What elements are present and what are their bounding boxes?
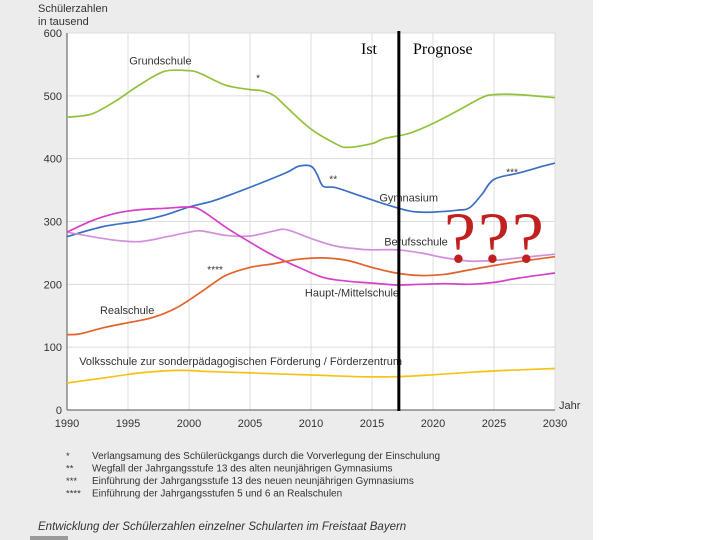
- x-tick-label: 1995: [116, 418, 140, 430]
- chart-subtitle: in tausend: [38, 16, 89, 28]
- series-label-0: Grundschule: [129, 55, 191, 67]
- annotation-mark-2: ***: [506, 168, 518, 179]
- series-label-4: Realschule: [100, 305, 154, 317]
- footnote-text-2: Einführung der Jahrgangsstufe 13 des neu…: [92, 476, 414, 487]
- annotation-mark-3: ****: [207, 265, 223, 276]
- y-tick-label: 600: [44, 28, 62, 40]
- bottom-strip: [30, 536, 68, 540]
- y-tick-label: 400: [44, 154, 62, 166]
- footnote-mark-0: *: [66, 451, 70, 462]
- series-line-4: [66, 255, 556, 336]
- chart-title: Schülerzahlen: [38, 3, 108, 15]
- x-tick-label: 2030: [543, 418, 567, 430]
- x-axis-label: Jahr: [559, 400, 581, 412]
- series-label-2: Berufsschule: [384, 236, 448, 248]
- footnote-text-1: Wegfall der Jahrgangsstufe 13 des alten …: [92, 464, 393, 475]
- student-numbers-chart: 0 100 200 300 400 500 600 1990 1995 2000 2005 2010 2…: [38, 3, 581, 533]
- series-label-3: Haupt-/Mittelschule: [305, 287, 399, 299]
- footnote-mark-3: ****: [66, 489, 81, 500]
- y-tick-label: 200: [44, 279, 62, 291]
- footnote-text-3: Einführung der Jahrgangsstufen 5 und 6 a…: [92, 489, 342, 500]
- footnote-mark-2: ***: [66, 476, 77, 487]
- prognose-label: Prognose: [413, 41, 473, 58]
- x-tick-label: 2010: [299, 418, 323, 430]
- y-tick-label: 300: [44, 217, 62, 229]
- series-label-1: Gymnasium: [379, 192, 438, 204]
- footnote-mark-1: **: [66, 464, 74, 475]
- series-line-2: [66, 228, 556, 263]
- y-tick-label: 100: [44, 342, 62, 354]
- x-tick-label: 1990: [55, 418, 79, 430]
- series-line-0: [66, 69, 556, 149]
- ist-label: Ist: [361, 41, 378, 58]
- x-tick-label: 2015: [360, 418, 384, 430]
- x-tick-label: 2005: [238, 418, 262, 430]
- chart-caption: Entwicklung der Schülerzahlen einzelner …: [38, 521, 406, 533]
- annotation-mark-1: **: [329, 175, 337, 186]
- series-line-3: [66, 206, 556, 286]
- footnote-text-0: Verlangsamung des Schülerückgangs durch …: [92, 451, 440, 462]
- chart-panel: 0 100 200 300 400 500 600 1990 1995 2000 2005 2010 2…: [0, 0, 593, 540]
- annotation-mark-0: *: [256, 73, 260, 84]
- x-tick-label: 2000: [177, 418, 201, 430]
- x-tick-label: 2025: [482, 418, 506, 430]
- y-tick-label: 500: [44, 91, 62, 103]
- series-line-5: [66, 367, 556, 384]
- y-tick-label: 0: [56, 405, 62, 417]
- question-marks: ???: [444, 198, 546, 278]
- x-tick-label: 2020: [421, 418, 445, 430]
- series-label-5: Volksschule zur sonderpädagogischen Förd…: [79, 356, 402, 368]
